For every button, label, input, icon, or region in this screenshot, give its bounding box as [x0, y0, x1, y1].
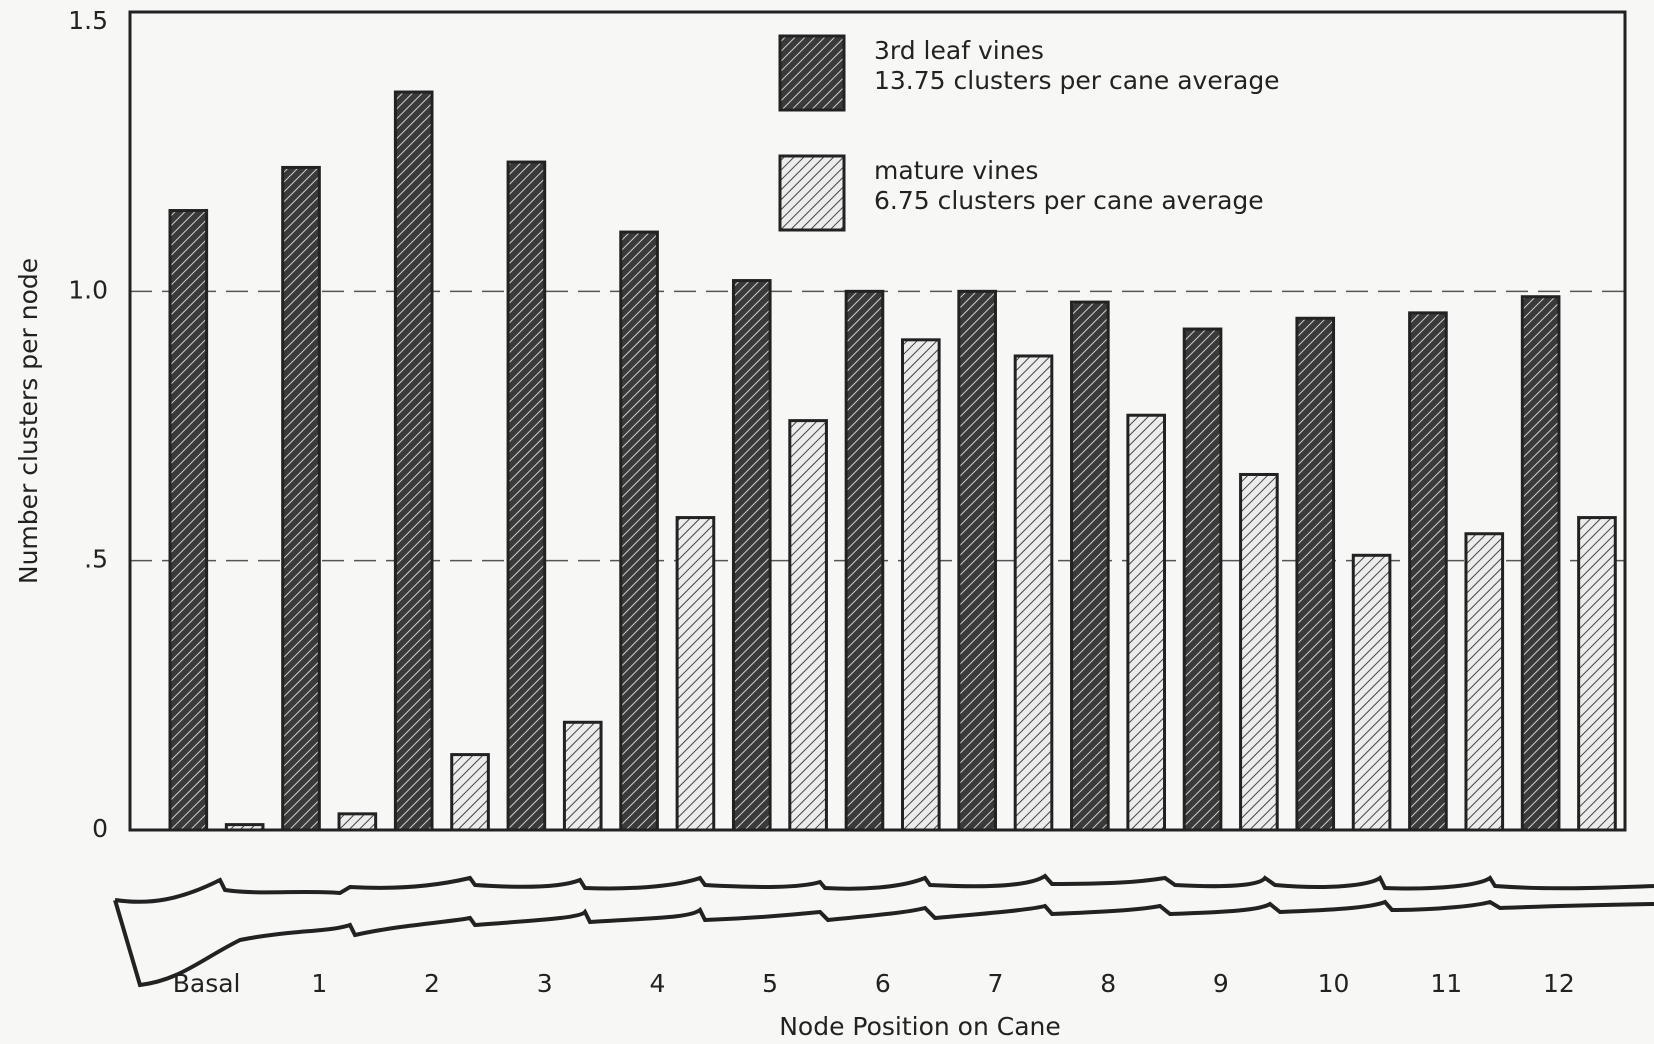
bar [675, 516, 716, 832]
x-tick-label: 11 [1430, 969, 1462, 998]
x-tick-label: 4 [649, 969, 665, 998]
bar [450, 753, 490, 832]
bar [1070, 300, 1110, 832]
x-tick-label: 8 [1100, 969, 1116, 998]
bar [619, 230, 659, 832]
bar [1239, 472, 1279, 832]
bar [901, 338, 941, 832]
plot-frame [128, 10, 1627, 832]
bar [393, 90, 434, 832]
x-tick-label: 1 [311, 969, 327, 998]
y-axis-title: Number clusters per node [14, 258, 43, 584]
bar [788, 419, 828, 832]
legend-label: 3rd leaf vines [874, 36, 1044, 65]
bar [1182, 327, 1223, 832]
x-axis-title: Node Position on Cane [779, 1012, 1061, 1041]
cane-drawing [113, 873, 1654, 988]
x-tick-label: 10 [1318, 969, 1350, 998]
legend-label: mature vines [874, 156, 1038, 185]
y-tick-label: .5 [84, 545, 108, 574]
bar [1126, 413, 1167, 832]
x-tick-label: 7 [988, 969, 1004, 998]
bar [1464, 532, 1505, 832]
y-tick-label: 1.5 [68, 6, 108, 35]
legend-note: 13.75 clusters per cane average [874, 66, 1280, 95]
x-tick-label: 12 [1543, 969, 1575, 998]
x-tick-label: 3 [537, 969, 553, 998]
bar [1408, 311, 1448, 832]
legend-note: 6.75 clusters per cane average [874, 186, 1264, 215]
legend-swatch [778, 154, 846, 232]
bar [506, 160, 547, 832]
x-tick-label: 2 [424, 969, 440, 998]
bar [1577, 516, 1617, 832]
bar [1013, 354, 1054, 832]
bar [168, 209, 209, 832]
bar [1351, 553, 1392, 832]
bar [957, 289, 997, 832]
y-tick-label: 1.0 [68, 275, 108, 304]
x-tick-label: 9 [1213, 969, 1229, 998]
bar [1520, 295, 1561, 832]
bar [1295, 316, 1336, 832]
bar [281, 165, 321, 832]
x-tick-label: 5 [762, 969, 778, 998]
y-tick-label: 0 [92, 814, 108, 843]
bar [844, 289, 885, 832]
bar [562, 720, 603, 832]
bar [337, 812, 378, 832]
x-tick-label: 6 [875, 969, 891, 998]
legend-swatch [778, 34, 846, 112]
x-tick-label: Basal [173, 969, 241, 998]
bar [731, 279, 772, 832]
